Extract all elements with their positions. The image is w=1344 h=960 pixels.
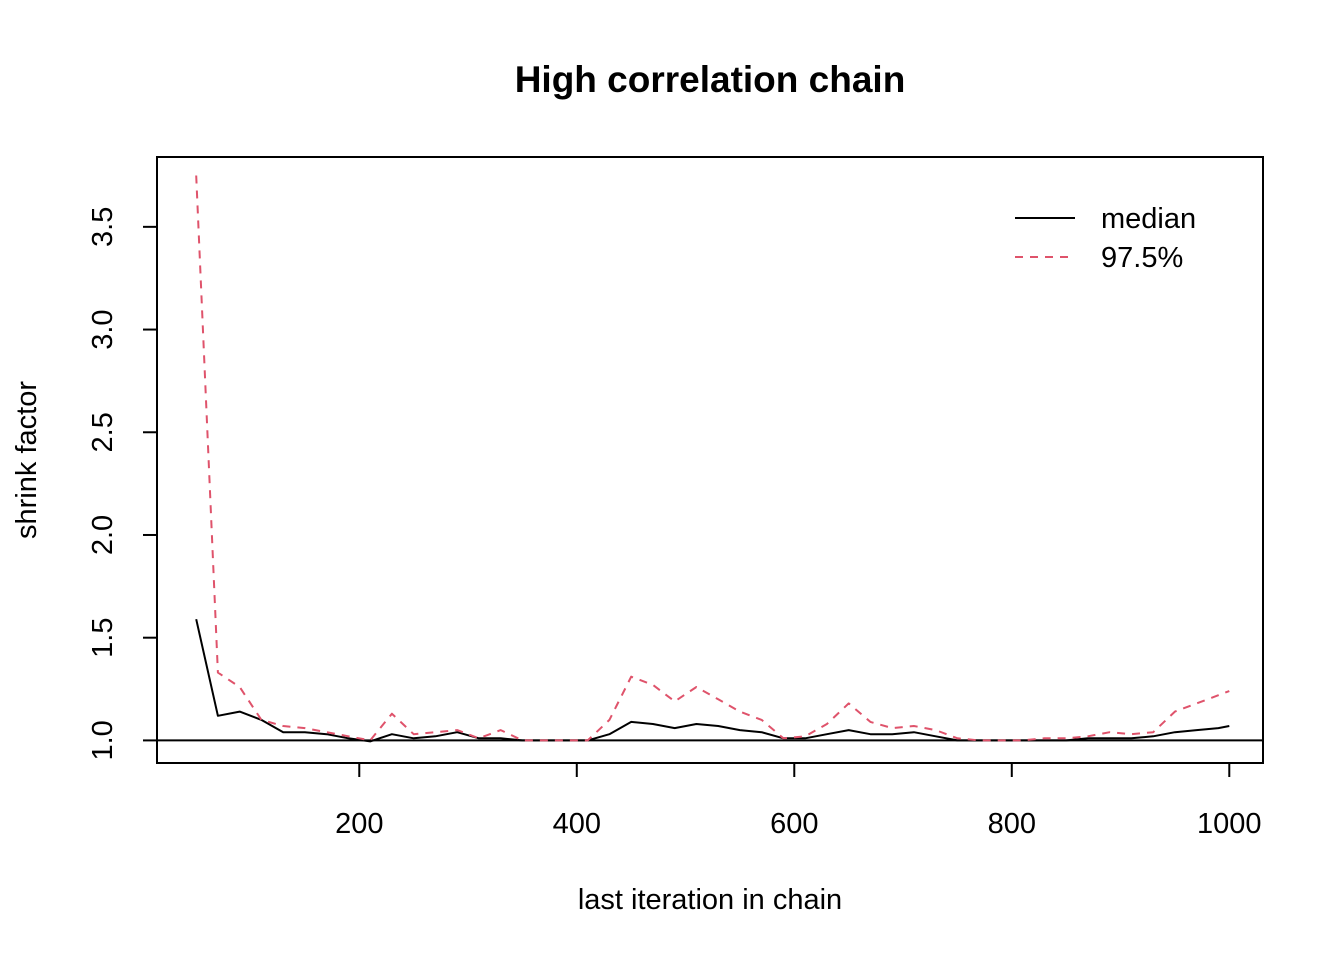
x-tick-label: 200 — [335, 808, 383, 840]
series-line-upper-97-5 — [195, 175, 1230, 742]
x-tick-label: 400 — [553, 808, 601, 840]
series-layer — [195, 175, 1230, 743]
x-tick-label: 1000 — [1197, 808, 1262, 840]
plot-area-frame — [156, 156, 1264, 764]
legend: median 97.5% — [1015, 203, 1196, 274]
chart-title: High correlation chain — [515, 59, 906, 100]
legend-label-upper-97-5: 97.5% — [1101, 242, 1183, 274]
y-tick-label: 3.0 — [87, 309, 119, 349]
y-axis-label: shrink factor — [11, 381, 43, 539]
legend-label-median: median — [1101, 203, 1196, 235]
x-tick-label: 800 — [988, 808, 1036, 840]
y-axis: 1.0 1.5 2.0 2.5 3.0 3.5 — [87, 207, 158, 761]
x-tick-label: 600 — [770, 808, 818, 840]
x-axis: 200 400 600 800 1000 — [335, 762, 1262, 840]
y-tick-label: 3.5 — [87, 207, 119, 247]
series-line-median — [195, 618, 1230, 743]
x-axis-label: last iteration in chain — [578, 884, 842, 916]
y-tick-label: 1.0 — [87, 720, 119, 760]
y-tick-label: 2.5 — [87, 412, 119, 452]
y-tick-label: 2.0 — [87, 515, 119, 555]
y-tick-label: 1.5 — [87, 618, 119, 658]
